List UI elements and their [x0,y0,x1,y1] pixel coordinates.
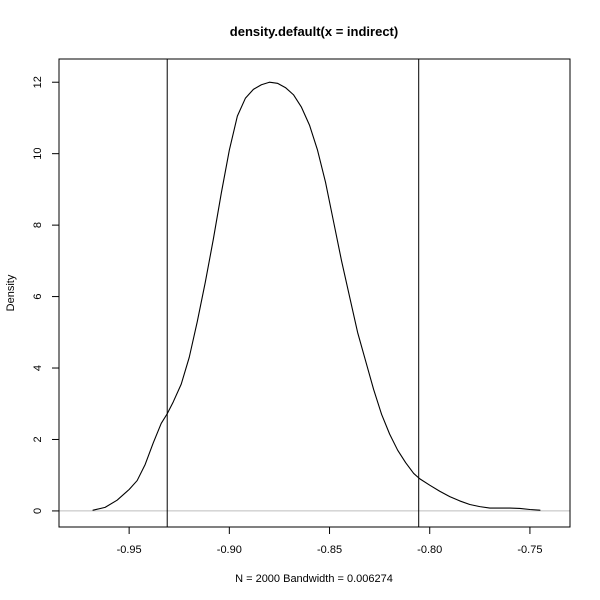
y-tick-label-6: 12 [32,76,44,88]
y-tick-label-5: 10 [32,148,44,160]
plot-frame [58,58,571,528]
y-tick-label-4: 8 [32,222,44,228]
y-tick-label-1: 2 [32,436,44,442]
plot-layer: -0.95 -0.90 -0.85 -0.80 -0.75 0 2 4 6 8 10 12 [32,58,571,556]
density-curve-0 [92,81,541,511]
x-tick-label-3: -0.80 [417,544,442,556]
x-tick-label-2: -0.85 [317,544,342,556]
x-tick-label-1: -0.90 [217,544,242,556]
y-tick-label-3: 6 [32,294,44,300]
x-tick-label-4: -0.75 [517,544,542,556]
x-tick-label-0: -0.95 [117,544,142,556]
x-axis-label: N = 2000 Bandwidth = 0.006274 [235,573,393,585]
y-axis-label: Density [5,274,17,311]
chart-title: density.default(x = indirect) [230,24,398,39]
y-tick-label-0: 0 [32,508,44,514]
y-tick-label-2: 4 [32,365,44,371]
